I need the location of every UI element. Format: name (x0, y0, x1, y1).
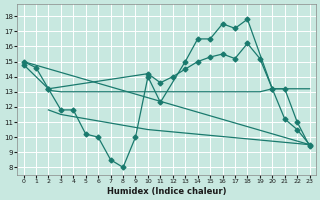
X-axis label: Humidex (Indice chaleur): Humidex (Indice chaleur) (107, 187, 226, 196)
